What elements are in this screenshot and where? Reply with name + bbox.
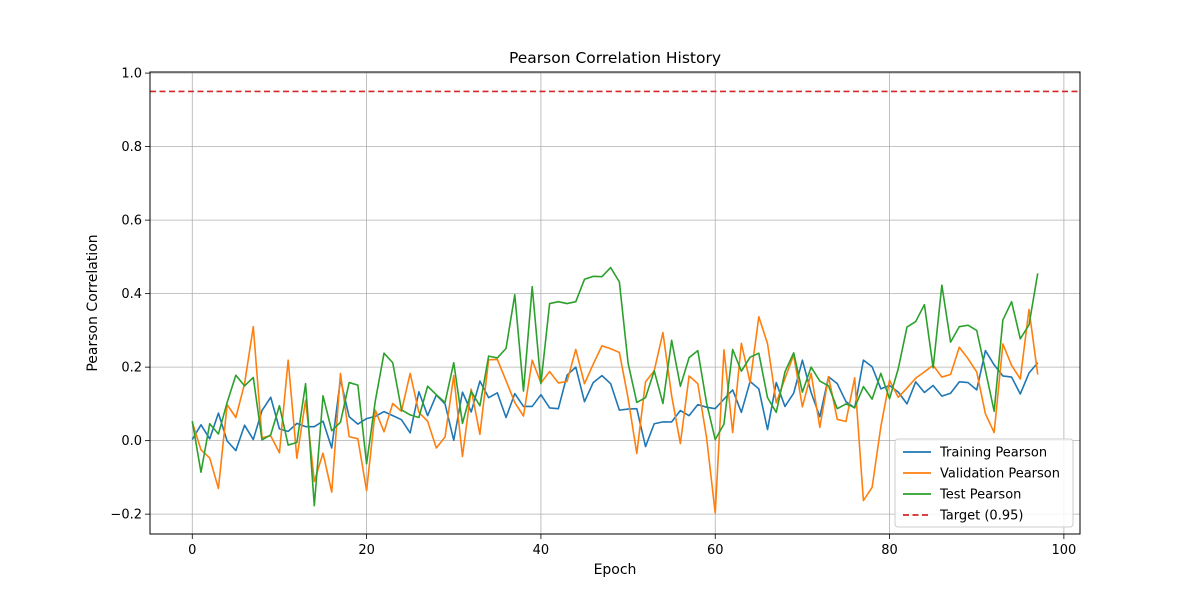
series-line-validation-pearson (191, 308, 1039, 514)
x-axis-ticks: 0 20 40 60 80 100 (188, 534, 1076, 558)
x-tick-label: 0 (188, 543, 196, 558)
x-tick-label: 100 (1051, 543, 1076, 558)
y-axis-ticks: −0.2 0.0 0.2 0.4 0.6 0.8 1.0 (110, 67, 150, 523)
y-tick-label: 0.6 (121, 214, 142, 229)
legend-label: Target (0.95) (939, 509, 1023, 524)
x-axis-label: Epoch (594, 562, 637, 578)
x-tick-label: 60 (707, 543, 724, 558)
legend-label: Test Pearson (939, 488, 1021, 503)
chart-title: Pearson Correlation History (509, 49, 721, 67)
legend: Training Pearson Validation Pearson Test P… (894, 438, 1074, 528)
y-tick-label: 0.2 (121, 361, 142, 376)
x-tick-label: 80 (881, 543, 898, 558)
series-line-training-pearson (191, 349, 1039, 452)
legend-box (894, 438, 1074, 528)
legend-label: Validation Pearson (940, 467, 1060, 482)
y-tick-label: 0.8 (121, 140, 142, 155)
y-tick-label: −0.2 (110, 508, 142, 523)
plot-frame (149, 71, 1081, 535)
series-layer (191, 266, 1039, 514)
x-tick-label: 20 (358, 543, 375, 558)
grid (150, 72, 1080, 534)
y-tick-label: 1.0 (121, 67, 142, 82)
y-tick-label: 0.0 (121, 434, 142, 449)
x-tick-label: 40 (533, 543, 550, 558)
legend-label: Training Pearson (939, 446, 1047, 461)
y-axis-label: Pearson Correlation (85, 234, 101, 371)
series-line-test-pearson (191, 266, 1039, 507)
y-tick-label: 0.4 (121, 287, 142, 302)
